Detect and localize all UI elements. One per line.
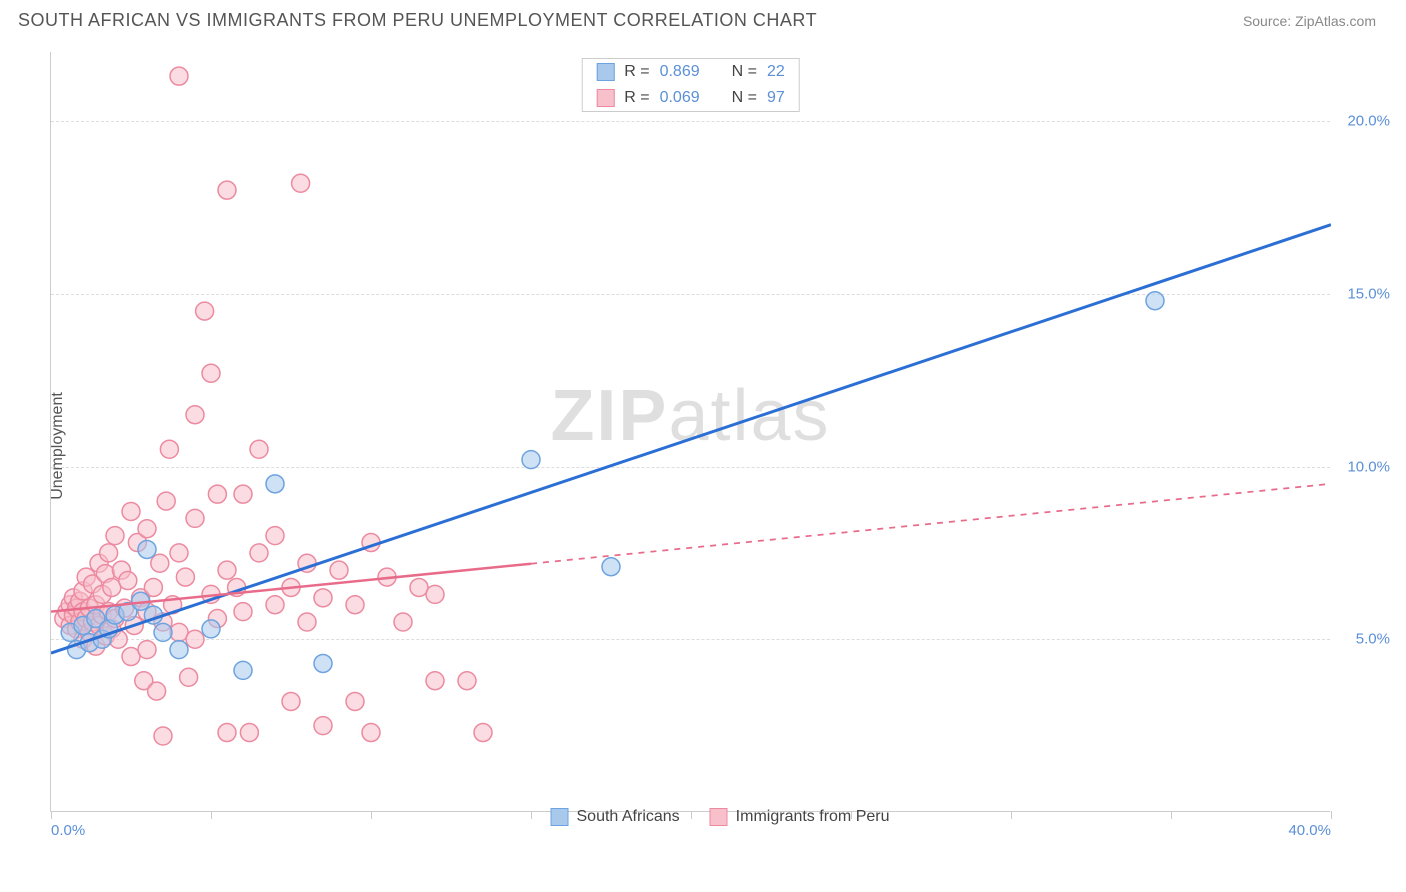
data-point xyxy=(218,181,236,199)
legend-item-1: Immigrants from Peru xyxy=(710,808,890,826)
data-point xyxy=(138,641,156,659)
legend-item-0: South Africans xyxy=(551,808,680,826)
data-point xyxy=(106,527,124,545)
swatch-series-0 xyxy=(596,63,614,81)
r-value-1: 0.069 xyxy=(660,89,700,107)
scatter-plot-svg xyxy=(51,52,1331,812)
chart-header: SOUTH AFRICAN VS IMMIGRANTS FROM PERU UN… xyxy=(0,0,1406,31)
data-point xyxy=(266,527,284,545)
data-point xyxy=(458,672,476,690)
data-point xyxy=(346,596,364,614)
y-tick-label: 20.0% xyxy=(1335,113,1390,130)
data-point xyxy=(148,682,166,700)
data-point xyxy=(292,174,310,192)
y-tick-label: 10.0% xyxy=(1335,458,1390,475)
x-tick-label: 0.0% xyxy=(51,822,85,839)
plot-area: ZIPatlas R = 0.869 N = 22 R = 0.069 N = … xyxy=(50,52,1330,812)
data-point xyxy=(208,485,226,503)
data-point xyxy=(144,578,162,596)
data-point xyxy=(282,692,300,710)
swatch-series-1 xyxy=(596,89,614,107)
data-point xyxy=(157,492,175,510)
data-point xyxy=(202,620,220,638)
data-point xyxy=(218,724,236,742)
data-point xyxy=(426,585,444,603)
data-point xyxy=(314,654,332,672)
data-point xyxy=(160,440,178,458)
chart-container: ZIPatlas R = 0.869 N = 22 R = 0.069 N = … xyxy=(50,52,1390,832)
data-point xyxy=(186,406,204,424)
data-point xyxy=(170,544,188,562)
data-point xyxy=(180,668,198,686)
data-point xyxy=(602,558,620,576)
data-point xyxy=(196,302,214,320)
legend-swatch-0 xyxy=(551,808,569,826)
data-point xyxy=(240,724,258,742)
data-point xyxy=(474,724,492,742)
data-point xyxy=(426,672,444,690)
data-point xyxy=(119,572,137,590)
regression-line-dashed xyxy=(531,484,1331,564)
data-point xyxy=(186,630,204,648)
data-point xyxy=(100,544,118,562)
n-value-0: 22 xyxy=(767,63,785,81)
stats-row-series-0: R = 0.869 N = 22 xyxy=(582,59,799,85)
chart-title: SOUTH AFRICAN VS IMMIGRANTS FROM PERU UN… xyxy=(18,10,817,31)
y-tick-label: 15.0% xyxy=(1335,285,1390,302)
source-link[interactable]: ZipAtlas.com xyxy=(1295,13,1376,29)
data-point xyxy=(298,613,316,631)
bottom-legend: South Africans Immigrants from Peru xyxy=(551,808,890,826)
data-point xyxy=(266,475,284,493)
data-point xyxy=(202,364,220,382)
data-point xyxy=(250,544,268,562)
data-point xyxy=(122,502,140,520)
regression-line xyxy=(51,225,1331,653)
y-tick-label: 5.0% xyxy=(1335,631,1390,648)
data-point xyxy=(154,623,172,641)
legend-label-1: Immigrants from Peru xyxy=(736,808,890,826)
data-point xyxy=(522,451,540,469)
data-point xyxy=(346,692,364,710)
data-point xyxy=(151,554,169,572)
data-point xyxy=(186,509,204,527)
data-point xyxy=(314,717,332,735)
data-point xyxy=(234,485,252,503)
data-point xyxy=(362,724,380,742)
x-tick-label: 40.0% xyxy=(1288,822,1331,839)
data-point xyxy=(138,540,156,558)
data-point xyxy=(218,561,236,579)
data-point xyxy=(314,589,332,607)
data-point xyxy=(266,596,284,614)
stats-legend: R = 0.869 N = 22 R = 0.069 N = 97 xyxy=(581,58,800,112)
legend-swatch-1 xyxy=(710,808,728,826)
n-value-1: 97 xyxy=(767,89,785,107)
stats-row-series-1: R = 0.069 N = 97 xyxy=(582,85,799,111)
data-point xyxy=(176,568,194,586)
data-point xyxy=(1146,292,1164,310)
data-point xyxy=(394,613,412,631)
r-value-0: 0.869 xyxy=(660,63,700,81)
data-point xyxy=(250,440,268,458)
legend-label-0: South Africans xyxy=(577,808,680,826)
data-point xyxy=(234,661,252,679)
data-point xyxy=(234,603,252,621)
data-point xyxy=(154,727,172,745)
data-point xyxy=(170,641,188,659)
data-point xyxy=(170,67,188,85)
data-point xyxy=(330,561,348,579)
chart-source: Source: ZipAtlas.com xyxy=(1243,13,1376,29)
data-point xyxy=(138,520,156,538)
